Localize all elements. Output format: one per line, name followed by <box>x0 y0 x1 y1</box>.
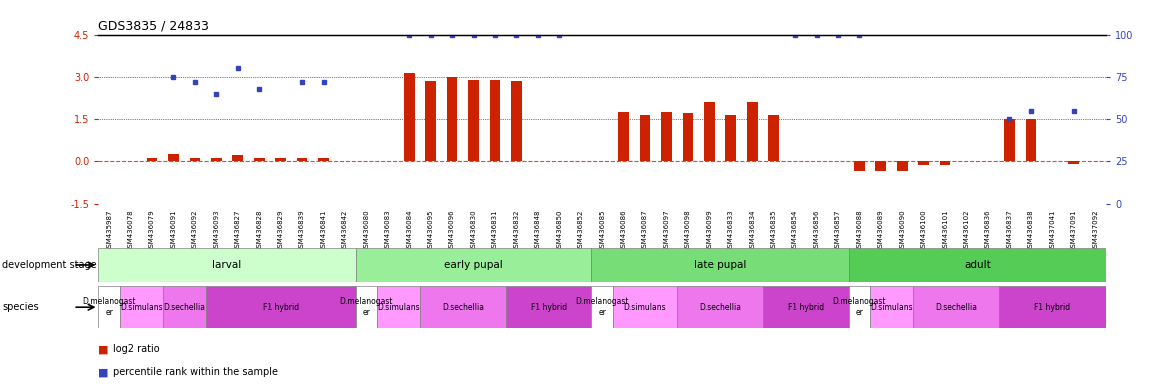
Bar <box>356 286 378 328</box>
Text: larval: larval <box>212 260 242 270</box>
Bar <box>1004 119 1014 161</box>
Bar <box>661 112 672 161</box>
Bar <box>490 79 500 161</box>
Bar <box>506 286 592 328</box>
Bar <box>768 115 779 161</box>
Bar <box>468 79 479 161</box>
Text: ■: ■ <box>98 344 109 354</box>
Bar <box>747 102 757 161</box>
Bar <box>940 161 951 165</box>
Bar <box>853 161 865 171</box>
Text: percentile rank within the sample: percentile rank within the sample <box>113 367 278 377</box>
Text: F1 hybrid: F1 hybrid <box>1034 303 1070 312</box>
Text: F1 hybrid: F1 hybrid <box>263 303 299 312</box>
Text: F1 hybrid: F1 hybrid <box>787 303 823 312</box>
Text: D.melanogast
er: D.melanogast er <box>576 298 629 317</box>
Text: log2 ratio: log2 ratio <box>113 344 160 354</box>
Bar <box>618 112 629 161</box>
Text: D.simulans: D.simulans <box>378 303 420 312</box>
Text: D.sechellia: D.sechellia <box>442 303 484 312</box>
Text: F1 hybrid: F1 hybrid <box>530 303 566 312</box>
Bar <box>168 154 178 161</box>
Bar <box>425 81 437 161</box>
Bar <box>849 248 1106 282</box>
Bar <box>870 286 913 328</box>
Text: D.simulans: D.simulans <box>120 303 162 312</box>
Text: D.sechellia: D.sechellia <box>163 303 205 312</box>
Text: species: species <box>2 302 39 312</box>
Bar <box>447 77 457 161</box>
Bar <box>677 286 763 328</box>
Text: development stage: development stage <box>2 260 97 270</box>
Text: D.sechellia: D.sechellia <box>699 303 741 312</box>
Bar <box>120 286 163 328</box>
Bar <box>356 248 592 282</box>
Bar <box>190 158 200 161</box>
Text: adult: adult <box>963 260 990 270</box>
Text: GDS3835 / 24833: GDS3835 / 24833 <box>98 19 210 32</box>
Text: D.melanogast
er: D.melanogast er <box>82 298 135 317</box>
Bar <box>163 286 206 328</box>
Bar <box>592 248 849 282</box>
Bar <box>613 286 677 328</box>
Bar <box>998 286 1106 328</box>
Bar <box>296 159 307 161</box>
Bar <box>1026 119 1036 161</box>
Bar <box>206 286 356 328</box>
Bar <box>511 81 522 161</box>
Bar <box>254 158 264 161</box>
Bar <box>276 158 286 161</box>
Bar <box>318 158 329 161</box>
Bar <box>378 286 420 328</box>
Bar <box>211 158 221 161</box>
Bar <box>763 286 849 328</box>
Text: ■: ■ <box>98 367 109 377</box>
Bar <box>420 286 506 328</box>
Bar <box>147 159 157 161</box>
Text: D.simulans: D.simulans <box>870 303 913 312</box>
Bar <box>918 161 929 165</box>
Text: D.simulans: D.simulans <box>624 303 666 312</box>
Bar <box>233 155 243 161</box>
Bar <box>98 248 356 282</box>
Text: early pupal: early pupal <box>445 260 503 270</box>
Text: D.sechellia: D.sechellia <box>935 303 977 312</box>
Bar <box>682 113 694 161</box>
Bar <box>98 286 120 328</box>
Bar <box>725 115 736 161</box>
Bar <box>592 286 613 328</box>
Text: late pupal: late pupal <box>694 260 746 270</box>
Text: D.melanogast
er: D.melanogast er <box>833 298 886 317</box>
Bar <box>875 161 886 171</box>
Bar <box>1069 161 1079 164</box>
Bar <box>704 102 714 161</box>
Bar <box>913 286 998 328</box>
Bar <box>639 115 651 161</box>
Bar <box>404 73 415 161</box>
Bar <box>897 161 908 171</box>
Text: D.melanogast
er: D.melanogast er <box>339 298 393 317</box>
Bar <box>849 286 870 328</box>
